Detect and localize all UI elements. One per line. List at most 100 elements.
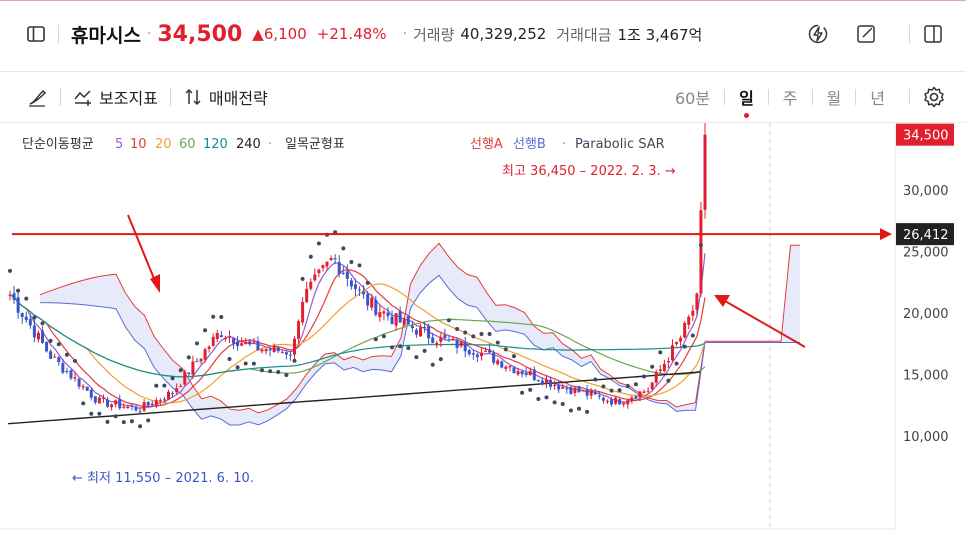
candle-body — [605, 400, 609, 402]
edit-note-icon[interactable] — [855, 23, 877, 45]
psar-dot — [544, 395, 549, 400]
candle-body — [516, 371, 520, 375]
period-day[interactable]: 일 — [725, 85, 768, 118]
psar-dot — [16, 288, 21, 293]
sidebar-toggle-icon[interactable] — [26, 24, 46, 44]
candle-body — [670, 345, 674, 361]
candle-body — [638, 391, 642, 398]
candle-body — [382, 311, 386, 314]
candle-body — [443, 334, 447, 339]
indicator-icon[interactable] — [73, 87, 93, 107]
period-60min[interactable]: 60분 — [674, 89, 711, 108]
psar-dot — [430, 362, 435, 367]
psar-dot — [105, 419, 110, 424]
settings-gear-icon[interactable] — [922, 85, 946, 109]
period-week[interactable]: 주 — [782, 89, 798, 108]
psar-dot — [390, 345, 394, 350]
y-tick-label: 15,000 — [903, 369, 949, 384]
period-month[interactable]: 월 — [826, 89, 842, 108]
annotation-arrow-right — [724, 300, 806, 348]
candle-body — [175, 388, 179, 393]
candle-body — [293, 338, 297, 355]
psar-dot — [658, 350, 663, 355]
chart-toolbar: 보조지표 매매전략 60분 일 주 월 년 — [0, 72, 966, 123]
psar-dot — [8, 268, 12, 273]
legend-ma5: 5 — [115, 137, 123, 152]
candle-body — [36, 332, 40, 340]
candle-body — [370, 297, 374, 308]
period-year[interactable]: 년 — [870, 89, 885, 108]
psar-dot — [268, 369, 273, 374]
psar-dot — [170, 376, 175, 381]
psar-dot — [243, 361, 248, 366]
candle-body — [703, 134, 707, 210]
candle-body — [423, 327, 427, 329]
candle-body — [630, 397, 634, 401]
psar-dot — [536, 397, 541, 401]
candle-body — [544, 379, 548, 384]
psar-dot — [381, 334, 386, 339]
candle-body — [97, 397, 101, 404]
candle-body — [138, 411, 142, 413]
candle-body — [203, 349, 207, 360]
candle-body — [240, 343, 244, 346]
candle-body — [65, 371, 69, 373]
candle-body — [496, 360, 500, 365]
reference-price-tag — [896, 223, 954, 246]
legend-ma20: 20 — [155, 137, 172, 152]
draw-pen-icon[interactable] — [26, 86, 48, 108]
psar-dot — [479, 332, 484, 336]
candle-body — [85, 386, 89, 391]
candle-body — [195, 361, 199, 363]
psar-dot — [406, 346, 411, 350]
candle-body — [89, 389, 93, 398]
candle-body — [410, 325, 414, 329]
chart-canvas[interactable]: 10,000 15,000 20,000 25,000 30,000 34,500 26,4… — [0, 110, 966, 530]
psar-dot — [260, 368, 264, 373]
svg-text:·: · — [268, 137, 272, 152]
candle-body — [488, 349, 492, 353]
candle-body — [557, 385, 561, 390]
candle-body — [284, 352, 288, 355]
psar-dot — [89, 411, 94, 416]
candle-body — [610, 399, 614, 405]
candle-body — [142, 402, 146, 411]
panel-toggle-icon[interactable] — [922, 23, 944, 45]
strategy-icon[interactable] — [183, 87, 203, 107]
psar-dot — [585, 409, 590, 414]
candle-body — [130, 405, 134, 407]
candle-body — [540, 380, 544, 385]
psar-dot — [154, 383, 159, 388]
candle-body — [252, 341, 256, 343]
candle-body — [57, 357, 61, 363]
price-change: ▲6,100 — [252, 25, 307, 43]
candle-body — [341, 272, 345, 275]
top-bar: 휴마시스 · 34,500 ▲6,100 +21.48% · 거래량 40,32… — [0, 0, 966, 72]
candle-body — [622, 402, 626, 405]
candle-body — [561, 386, 565, 389]
ma120-line — [9, 294, 706, 378]
psar-dot — [593, 377, 598, 382]
candle-body — [73, 377, 77, 379]
strategy-button[interactable]: 매매전략 — [208, 89, 268, 108]
lightning-icon[interactable] — [807, 23, 829, 45]
current-price-label: 34,500 — [903, 129, 949, 144]
candle-body — [459, 341, 463, 347]
psar-dot — [373, 337, 378, 342]
candle-body — [69, 370, 73, 379]
psar-dot — [495, 340, 500, 345]
indicator-button[interactable]: 보조지표 — [99, 89, 158, 108]
candle-body — [414, 329, 418, 335]
psar-dot — [422, 348, 427, 353]
candle-body — [317, 269, 321, 274]
candle-body — [215, 332, 219, 340]
annotation-arrowhead-left — [150, 274, 160, 293]
legend-span-b: 선행B — [513, 136, 546, 152]
price-chart[interactable]: 10,000 15,000 20,000 25,000 30,000 34,500 26,4… — [0, 110, 966, 530]
candle-body — [581, 390, 585, 392]
stock-name[interactable]: 휴마시스 — [71, 24, 141, 47]
psar-dot — [617, 388, 622, 393]
psar-dot — [633, 382, 638, 387]
low-annotation: ← 최저 11,550 – 2021. 6. 10. — [72, 471, 254, 486]
candle-body — [695, 293, 699, 310]
